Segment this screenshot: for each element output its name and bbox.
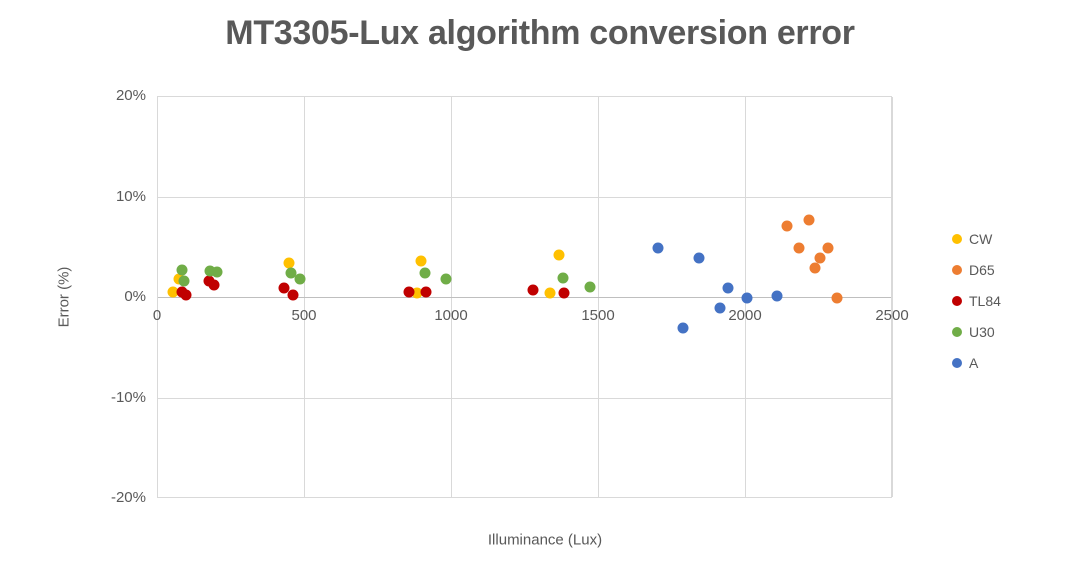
legend-item-tl84: TL84 bbox=[952, 291, 1001, 311]
legend-marker-icon bbox=[952, 265, 962, 275]
data-point-tl84 bbox=[278, 282, 290, 294]
data-point-d65 bbox=[803, 214, 815, 226]
legend-item-u30: U30 bbox=[952, 322, 1001, 342]
data-point-tl84 bbox=[558, 287, 570, 299]
legend-label: A bbox=[969, 355, 979, 371]
data-point-tl84 bbox=[420, 286, 432, 298]
x-axis-title: Illuminance (Lux) bbox=[487, 531, 603, 549]
data-point-tl84 bbox=[208, 279, 220, 291]
data-point-cw bbox=[553, 249, 565, 261]
data-point-cw bbox=[283, 257, 295, 269]
data-point-d65 bbox=[822, 242, 834, 254]
x-tick-label: 500 bbox=[291, 307, 317, 324]
data-point-u30 bbox=[204, 265, 216, 277]
data-point-a bbox=[693, 252, 705, 264]
legend-label: CW bbox=[969, 231, 993, 247]
plot-area bbox=[157, 96, 893, 498]
horizontal-gridline bbox=[158, 196, 891, 198]
data-point-d65 bbox=[793, 242, 805, 254]
y-tick-label: 10% bbox=[115, 187, 146, 205]
y-tick-label: -20% bbox=[110, 489, 146, 506]
y-tick-label: -10% bbox=[110, 388, 146, 406]
data-point-u30 bbox=[557, 272, 569, 284]
legend-item-d65: D65 bbox=[952, 260, 1001, 280]
data-point-u30 bbox=[178, 275, 190, 287]
vertical-gridline bbox=[892, 97, 893, 497]
x-tick-label: 1500 bbox=[581, 307, 615, 324]
data-point-a bbox=[677, 322, 689, 334]
data-point-cw bbox=[544, 287, 556, 299]
data-point-cw bbox=[411, 287, 423, 299]
x-tick-label: 2000 bbox=[728, 307, 762, 324]
data-point-u30 bbox=[211, 266, 223, 278]
legend-marker-icon bbox=[952, 327, 962, 337]
legend: CW D65 TL84 U30 A bbox=[952, 229, 1001, 373]
data-point-a bbox=[771, 290, 783, 302]
data-point-tl84 bbox=[287, 289, 299, 301]
data-point-d65 bbox=[814, 252, 825, 264]
legend-marker-icon bbox=[952, 358, 962, 368]
data-point-cw bbox=[167, 286, 179, 298]
legend-label: TL84 bbox=[969, 293, 1001, 309]
data-point-cw bbox=[415, 255, 427, 267]
data-point-cw bbox=[173, 273, 185, 285]
legend-item-cw: CW bbox=[952, 229, 1001, 249]
y-tick-label: 20% bbox=[115, 87, 146, 104]
data-point-tl84 bbox=[527, 284, 539, 296]
y-tick-label: 0% bbox=[124, 288, 146, 305]
data-point-d65 bbox=[809, 262, 821, 274]
legend-label: D65 bbox=[969, 262, 995, 278]
data-point-u30 bbox=[584, 281, 596, 293]
data-point-a bbox=[714, 302, 726, 314]
data-point-d65 bbox=[781, 220, 793, 232]
zero-axis-line bbox=[158, 297, 891, 298]
data-point-tl84 bbox=[403, 286, 415, 298]
data-point-a bbox=[741, 292, 753, 304]
legend-marker-icon bbox=[952, 296, 962, 306]
data-point-a bbox=[722, 282, 734, 294]
horizontal-gridline bbox=[158, 397, 891, 399]
data-point-u30 bbox=[440, 273, 452, 285]
chart-title: MT3305-Lux algorithm conversion error bbox=[225, 14, 855, 52]
data-point-tl84 bbox=[180, 289, 192, 301]
data-point-u30 bbox=[419, 267, 431, 279]
legend-marker-icon bbox=[952, 234, 962, 244]
data-point-u30 bbox=[294, 273, 306, 285]
data-point-a bbox=[652, 242, 664, 254]
x-tick-label: 2500 bbox=[875, 307, 909, 324]
data-point-d65 bbox=[831, 292, 843, 304]
legend-item-a: A bbox=[952, 353, 1001, 373]
legend-label: U30 bbox=[969, 324, 995, 340]
x-tick-label: 0 bbox=[152, 307, 162, 324]
x-tick-label: 1000 bbox=[434, 307, 468, 324]
data-point-u30 bbox=[176, 264, 188, 276]
data-point-u30 bbox=[285, 267, 297, 279]
